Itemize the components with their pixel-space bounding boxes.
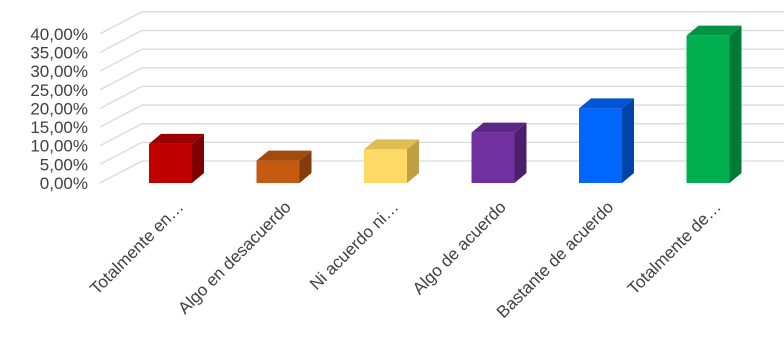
- gridline: [99, 29, 784, 54]
- bar-side: [514, 122, 527, 183]
- x-tick-label: Algo de acuerdo: [409, 197, 510, 298]
- bar-top: [149, 133, 204, 144]
- gridline: [99, 85, 784, 109]
- y-tick-label: 20,00%: [30, 99, 88, 118]
- gridlines: [99, 11, 784, 184]
- y-tick-label: 5,00%: [40, 155, 88, 174]
- gridline: [99, 11, 784, 35]
- y-tick-label: 15,00%: [30, 118, 88, 137]
- bar-top: [686, 25, 742, 36]
- bar: [686, 25, 742, 183]
- bar-front: [579, 108, 622, 183]
- bar-front: [471, 132, 515, 183]
- y-tick-label: 0,00%: [40, 174, 88, 193]
- y-tick-label: 40,00%: [30, 25, 88, 44]
- bar: [149, 133, 204, 183]
- bar-side: [622, 98, 634, 183]
- bar-side: [729, 25, 742, 183]
- bar-side: [299, 150, 312, 183]
- bar: [364, 139, 419, 183]
- bar-top: [579, 98, 634, 109]
- y-tick-label: 25,00%: [30, 81, 88, 100]
- bar-front: [256, 160, 300, 183]
- bar: [256, 150, 312, 183]
- bar-side: [192, 133, 204, 183]
- gridline: [99, 48, 784, 72]
- gridline: [99, 160, 784, 184]
- gridline: [99, 141, 784, 165]
- bar-top: [364, 139, 419, 150]
- bar-front: [364, 149, 407, 183]
- gridline: [99, 67, 784, 91]
- bars: [149, 25, 742, 183]
- y-tick-label: 35,00%: [30, 43, 88, 62]
- x-tick-label: Ni acuerdo ni…: [306, 197, 402, 293]
- y-axis: 0,00%5,00%10,00%15,00%20,00%25,00%30,00%…: [30, 25, 88, 193]
- x-tick-label: Bastante de acuerdo: [493, 197, 617, 321]
- gridline: [99, 104, 784, 128]
- x-tick-label: Totalmente de…: [624, 197, 725, 298]
- y-tick-label: 30,00%: [30, 62, 88, 81]
- gridline: [99, 123, 784, 147]
- x-tick-label: Totalmente en…: [86, 197, 187, 298]
- bar-front: [149, 143, 192, 183]
- y-tick-label: 10,00%: [30, 137, 88, 156]
- bar-front: [686, 35, 730, 183]
- bar: [579, 98, 634, 183]
- bar: [471, 122, 527, 183]
- bar-top: [256, 150, 312, 161]
- x-axis: Totalmente en…Algo en desacuerdo Ni acuer…: [86, 197, 724, 321]
- x-tick-label: Algo en desacuerdo: [174, 197, 294, 317]
- bar-top: [471, 122, 527, 133]
- bar-side: [407, 139, 419, 183]
